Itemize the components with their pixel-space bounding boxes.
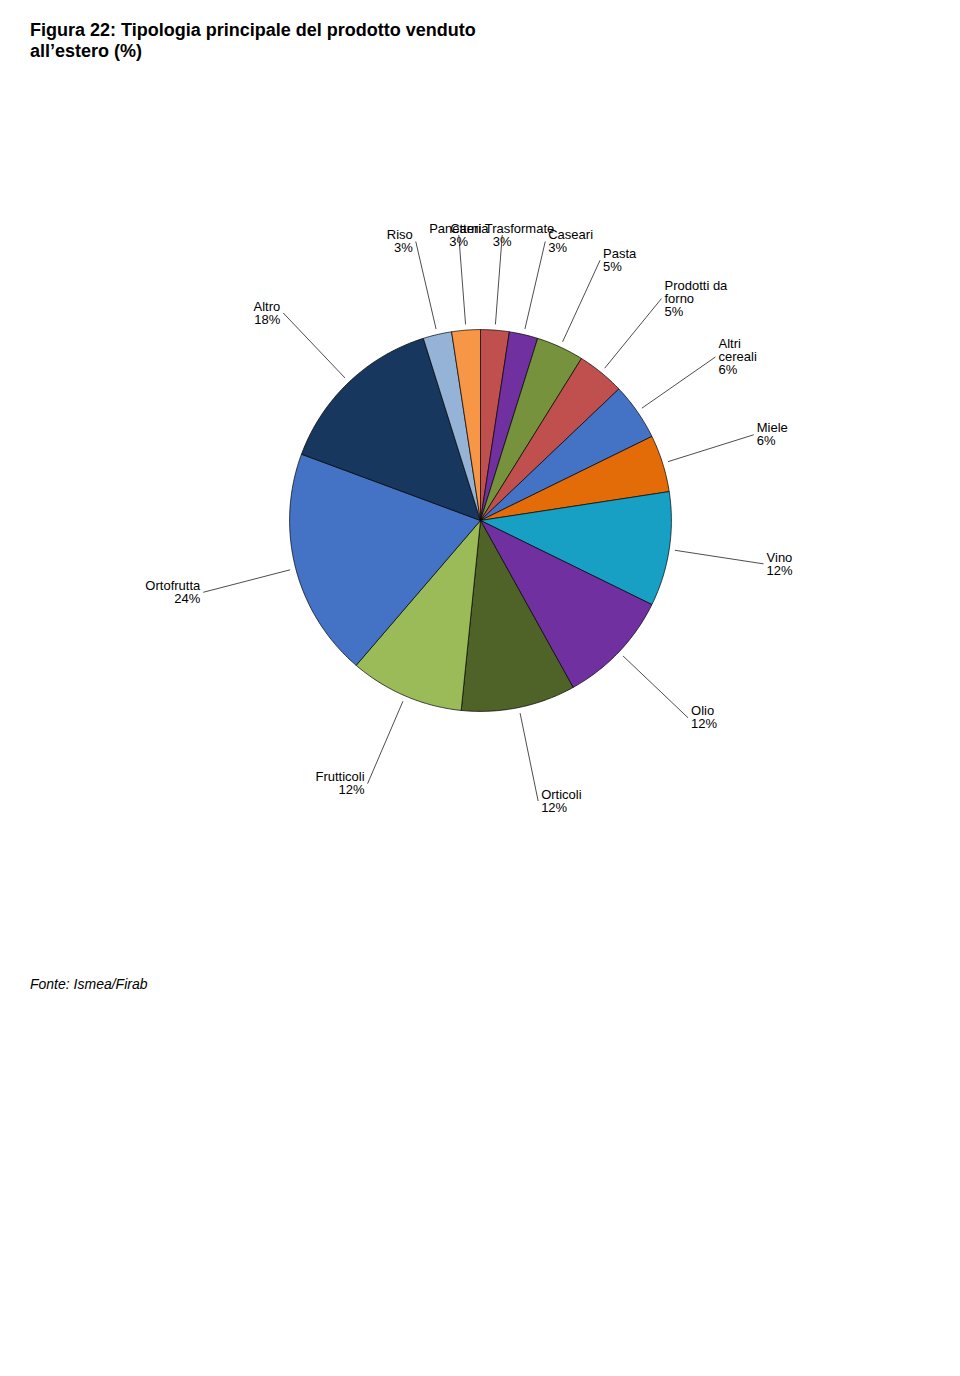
svg-text:Olio12%: Olio12% bbox=[691, 703, 717, 731]
svg-text:Panetteria3%: Panetteria3% bbox=[429, 221, 489, 249]
svg-text:Miele6%: Miele6% bbox=[757, 420, 788, 448]
svg-text:Frutticoli12%: Frutticoli12% bbox=[315, 769, 365, 797]
svg-text:Altricereali6%: Altricereali6% bbox=[719, 336, 757, 377]
svg-text:Riso3%: Riso3% bbox=[387, 227, 413, 255]
svg-text:Orticoli12%: Orticoli12% bbox=[541, 787, 582, 815]
svg-text:Altro18%: Altro18% bbox=[253, 299, 280, 327]
svg-text:Pasta5%: Pasta5% bbox=[603, 246, 637, 274]
svg-text:Prodotti daforno5%: Prodotti daforno5% bbox=[664, 278, 728, 319]
svg-text:Vino12%: Vino12% bbox=[767, 550, 793, 578]
svg-text:Ortofrutta24%: Ortofrutta24% bbox=[145, 578, 201, 606]
svg-text:Caseari3%: Caseari3% bbox=[548, 227, 593, 255]
